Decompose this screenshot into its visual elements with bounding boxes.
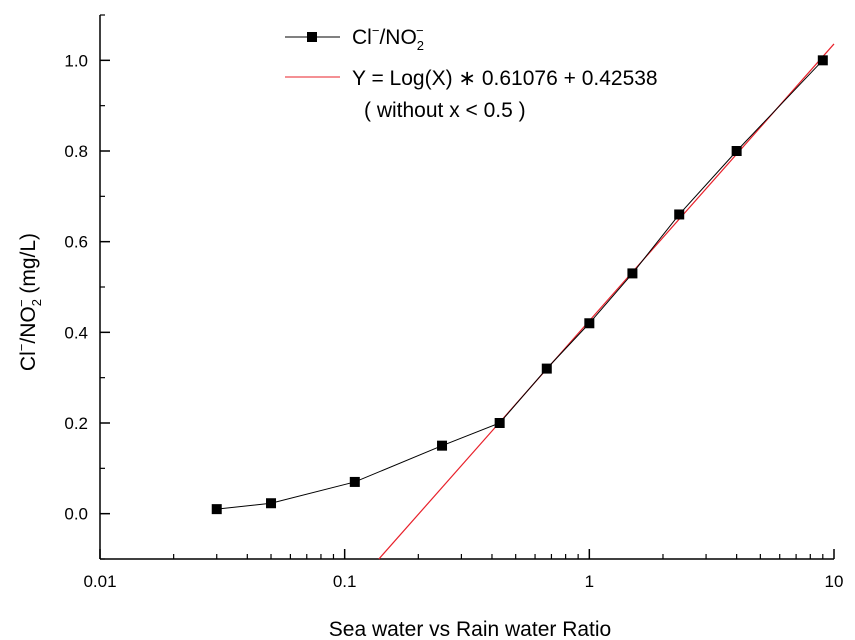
- data-point: [541, 363, 552, 374]
- y-tick-label: 0.6: [64, 233, 88, 252]
- x-axis: 0.01 0.1 1 10: [83, 549, 843, 591]
- y-tick-label: 0.2: [64, 414, 88, 433]
- x-tick-label: 10: [825, 572, 844, 591]
- data-point: [349, 476, 360, 487]
- y-axis: 0.0 0.2 0.4 0.6 0.8 1.0: [64, 14, 110, 560]
- legend-fit-note: ( without x < 0.5 ): [364, 99, 526, 122]
- data-point: [731, 146, 742, 156]
- legend-fit-label: Y = Log(X) ∗ 0.61076 + 0.42538: [352, 67, 658, 90]
- plot-frame: [99, 15, 834, 560]
- legend-series-label: Cl−/NO2−: [352, 23, 424, 53]
- series-line: [216, 59, 824, 510]
- data-point: [437, 440, 448, 451]
- fit-line-layer: [378, 43, 835, 560]
- y-tick-label: 0.8: [64, 142, 88, 161]
- y-tick-label: 0.4: [64, 323, 88, 342]
- data-point: [627, 268, 638, 279]
- data-point: [584, 318, 595, 329]
- y-axis-title: Cl−/NO2− (mg/L): [14, 233, 44, 371]
- x-tick-label: 1: [585, 572, 594, 591]
- x-tick-label: 0.01: [83, 572, 116, 591]
- x-tick-label: 0.1: [333, 572, 357, 591]
- data-point: [674, 209, 685, 220]
- y-tick-label: 1.0: [64, 51, 88, 70]
- data-point: [266, 498, 277, 509]
- data-point: [211, 504, 222, 515]
- fit-line: [378, 43, 835, 560]
- data-point: [494, 418, 505, 428]
- x-axis-title: Sea water vs Rain water Ratio: [329, 618, 611, 640]
- data-point: [817, 55, 828, 66]
- y-tick-label: 0.0: [64, 505, 88, 524]
- series-layer: [211, 55, 828, 515]
- legend: Cl−/NO2− Y = Log(X) ∗ 0.61076 + 0.42538 …: [285, 23, 658, 122]
- legend-series-marker: [307, 32, 317, 42]
